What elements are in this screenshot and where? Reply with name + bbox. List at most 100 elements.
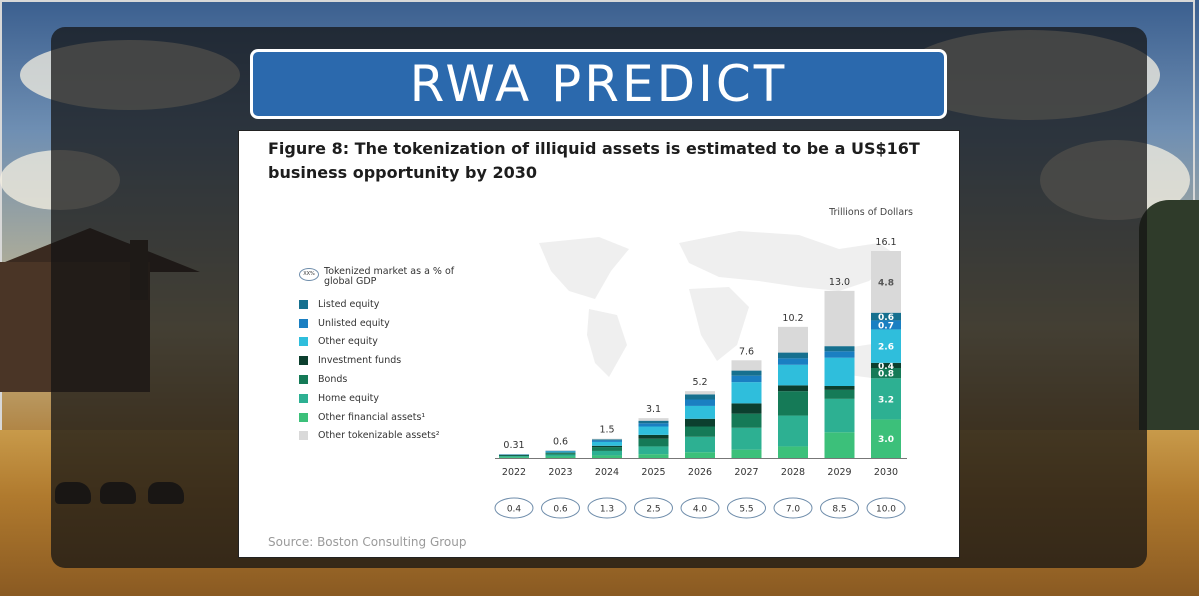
gdp-oval	[634, 497, 673, 519]
bar-segment	[545, 454, 576, 457]
bar-segment	[545, 453, 576, 455]
gdp-percent-label: 5.5	[739, 505, 753, 515]
legend-label: Investment funds	[318, 355, 402, 367]
legend-swatch	[299, 375, 308, 385]
bar-segment	[638, 418, 669, 421]
legend-label: Other tokenizable assets²	[318, 430, 440, 442]
bar-segment	[824, 386, 855, 390]
legend-item: Bonds	[299, 370, 464, 389]
bar-total-label: 13.0	[829, 277, 850, 288]
bar-segment	[592, 440, 622, 442]
bar-segment	[731, 427, 762, 450]
legend-gdp-label: Tokenized market as a % of global GDP	[324, 266, 455, 287]
segment-value-label: 4.8	[878, 278, 894, 288]
bar-segment	[638, 426, 669, 435]
bar-segment	[638, 446, 669, 455]
bar-total-label: 5.2	[692, 377, 707, 388]
bar-segment	[545, 451, 576, 453]
x-tick-label: 2026	[688, 467, 712, 478]
bar-segment	[778, 415, 808, 447]
bar-segment	[824, 290, 855, 347]
bar-segment	[824, 432, 855, 458]
gdp-oval	[727, 497, 766, 519]
bar-segment	[731, 375, 762, 383]
bar-segment	[778, 446, 808, 458]
figure-title: Figure 8: The tokenization of illiquid a…	[268, 139, 920, 182]
gdp-oval	[494, 497, 534, 519]
banner: RWA PREDICT	[250, 49, 947, 119]
bar-segment	[592, 438, 622, 440]
gdp-percent-label: 1.3	[600, 505, 614, 515]
bar-segment	[824, 389, 855, 399]
legend-label: Bonds	[318, 374, 348, 386]
x-tick-label: 2024	[595, 467, 619, 478]
bar-segment	[638, 434, 669, 439]
bar-segment	[685, 436, 715, 453]
legend-item: Listed equity	[299, 295, 464, 314]
bar-segment	[778, 352, 808, 359]
gdp-oval	[773, 497, 813, 519]
bar-segment	[871, 419, 901, 458]
legend-label: Other equity	[318, 336, 378, 348]
segment-value-label: 2.6	[878, 343, 894, 353]
unit-label: Trillions of Dollars	[829, 207, 913, 218]
bar-segment	[638, 454, 669, 458]
segment-value-label: 0.6	[878, 313, 894, 323]
segment-value-label: 0.8	[878, 370, 894, 380]
bar-segment	[499, 454, 529, 455]
bar-segment	[685, 399, 715, 406]
bar-segment	[545, 452, 576, 454]
bar-segment	[499, 455, 529, 457]
bar-segment	[871, 320, 901, 330]
bar-segment	[824, 351, 855, 358]
bar-segment	[871, 329, 901, 363]
segment-value-label: 0.7	[878, 321, 894, 331]
bar-segment	[871, 312, 901, 321]
bar-segment	[871, 368, 901, 379]
bar-segment	[778, 326, 808, 353]
bar-segment	[685, 405, 715, 419]
gdp-percent-label: 4.0	[693, 505, 708, 515]
bar-total-label: 3.1	[646, 404, 661, 415]
legend-label: Home equity	[318, 392, 379, 404]
gdp-oval	[541, 497, 580, 519]
bar-segment	[545, 450, 576, 452]
legend-item: Other equity	[299, 333, 464, 352]
bar-segment	[731, 382, 762, 404]
gdp-percent-label: 7.0	[786, 505, 801, 515]
legend-item: Other tokenizable assets²	[299, 427, 464, 446]
bar-segment	[638, 423, 669, 427]
bar-segment	[545, 456, 576, 458]
x-tick-label: 2029	[827, 467, 851, 478]
bar-segment	[778, 358, 808, 365]
gdp-oval	[680, 497, 720, 519]
legend-gdp-entry: XX% Tokenized market as a % of global GD…	[299, 267, 464, 287]
bar-segment	[824, 398, 855, 433]
bar-segment	[499, 454, 529, 456]
gdp-percent-label: 0.4	[507, 505, 522, 515]
bar-segment	[499, 457, 529, 458]
bar-segment	[731, 403, 762, 414]
legend-swatch	[299, 299, 308, 309]
x-tick-label: 2028	[781, 467, 805, 478]
gdp-oval	[866, 497, 906, 519]
bar-segment	[638, 420, 669, 424]
bar-segment	[731, 449, 762, 458]
banner-title: RWA PREDICT	[409, 55, 788, 113]
gdp-percent-label: 2.5	[646, 505, 660, 515]
bar-segment	[499, 456, 529, 458]
bar-segment	[685, 426, 715, 437]
bar-segment	[824, 357, 855, 386]
legend-swatch	[299, 318, 308, 328]
bar-total-label: 1.5	[599, 425, 614, 436]
legend-swatch	[299, 337, 308, 347]
bar-segment	[592, 439, 622, 441]
bar-segment	[685, 452, 715, 458]
legend-label: Listed equity	[318, 298, 380, 310]
bar-total-label: 10.2	[782, 313, 803, 324]
bar-segment	[592, 450, 622, 456]
gdp-percent-label: 0.6	[553, 505, 568, 515]
legend-item: Home equity	[299, 389, 464, 408]
bar-segment	[545, 451, 576, 452]
stacked-bar-chart: 0.31 2022 0.4 0.6 2023 0.6 1.5 2024 1.3 3.1 2025 2.…	[494, 237, 907, 519]
